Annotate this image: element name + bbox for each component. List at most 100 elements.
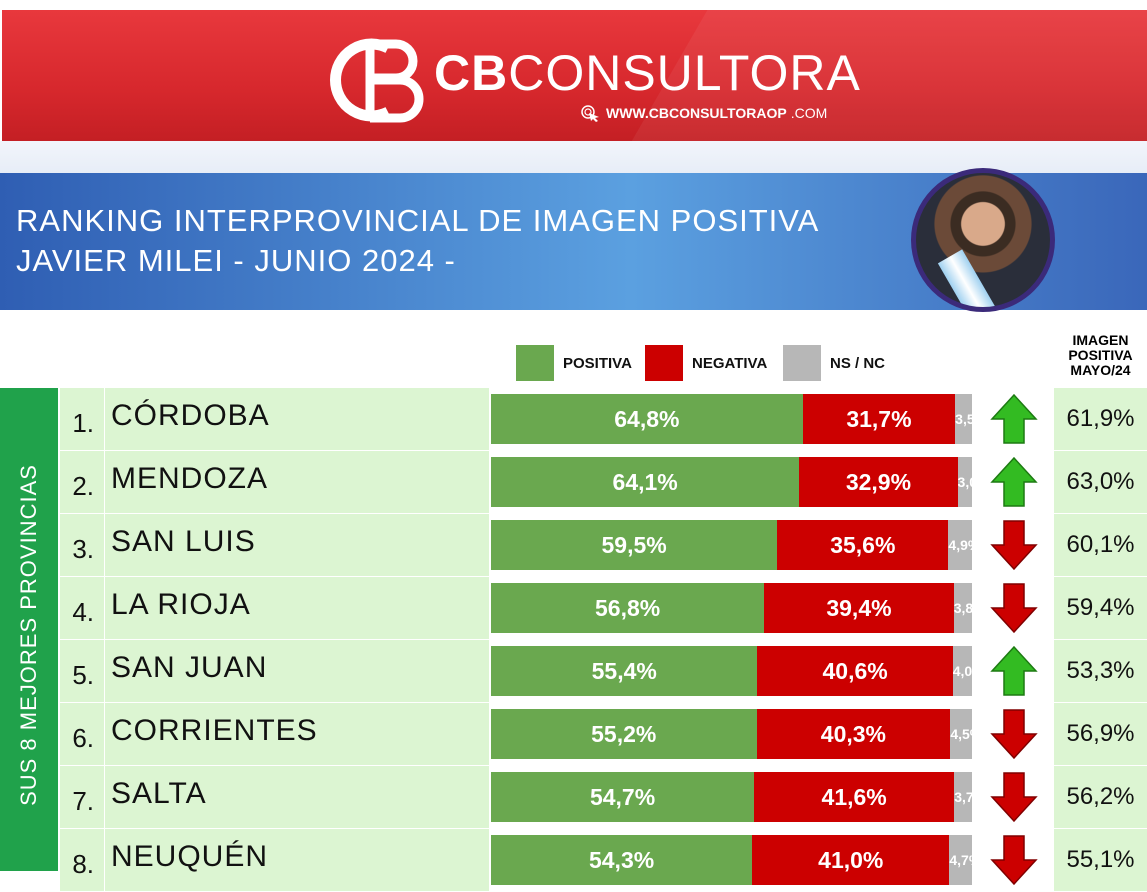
bar-positiva: 56,8% [491, 583, 765, 633]
bar-negativa: 39,4% [764, 583, 954, 633]
bar-negativa-label: 40,3% [820, 720, 887, 747]
rank-number: 8. [60, 829, 105, 891]
header-gap [0, 141, 1147, 173]
legend-swatch-negativa [645, 345, 683, 381]
table-row: 1. CÓRDOBA [60, 388, 489, 451]
previous-column-header: IMAGEN POSITIVA MAYO/24 [1054, 333, 1147, 378]
brand-bold: CB [434, 45, 509, 101]
bar-ns-nc: 4,9% [948, 520, 972, 570]
trend-up-arrow-icon [990, 645, 1038, 696]
bar-ns-nc-label: 4,0% [952, 663, 972, 679]
bar-positiva-label: 59,5% [601, 531, 667, 558]
bar-ns-nc: 3,7% [954, 772, 972, 822]
bar-ns-nc-label: 4,5% [950, 726, 972, 742]
province-name: CÓRDOBA [111, 399, 270, 432]
chart-title-line2: JAVIER MILEI - JUNIO 2024 - [16, 243, 456, 278]
cursor-click-icon [581, 105, 599, 122]
legend-swatch-positiva [516, 345, 554, 381]
website-link[interactable]: WWW.CBCONSULTORAOP .COM [580, 104, 827, 122]
bar-positiva-label: 55,2% [591, 720, 657, 747]
header: CBCONSULTORA WWW.CBCONSULTORAOP .COM [2, 10, 1147, 141]
bar-positiva-label: 56,8% [594, 594, 661, 621]
trend-up-arrow-icon [990, 393, 1038, 444]
stacked-bar: 54,3% 41,0% 4,7% [491, 835, 972, 885]
bar-ns-nc-label: 4,9% [948, 537, 972, 553]
bar-ns-nc: 3,0% [957, 457, 972, 507]
bar-negativa: 41,6% [754, 772, 955, 822]
province-name: SAN LUIS [111, 525, 256, 558]
province-name: CORRIENTES [111, 714, 318, 747]
legend-negativa: NEGATIVA [645, 345, 767, 381]
previous-value: 56,9% [1054, 703, 1147, 766]
previous-value: 63,0% [1054, 451, 1147, 514]
province-name: MENDOZA [111, 462, 268, 495]
bar-negativa-label: 32,9% [845, 468, 912, 495]
bar-positiva-label: 64,8% [614, 405, 680, 432]
bar-ns-nc-label: 3,7% [954, 789, 972, 805]
cb-logo-icon [330, 38, 424, 123]
bar-negativa-label: 41,0% [818, 846, 884, 873]
bar-negativa-label: 41,6% [821, 783, 887, 810]
website-bold: WWW.CBCONSULTORAOP [606, 105, 787, 121]
rank-number: 5. [60, 640, 105, 702]
table-row: 5. SAN JUAN [60, 640, 489, 703]
bar-ns-nc-label: 3,0% [957, 474, 972, 490]
stacked-bar: 64,1% 32,9% 3,0% [491, 457, 972, 507]
bar-ns-nc: 4,0% [952, 646, 972, 696]
bar-positiva: 55,2% [491, 709, 757, 759]
previous-value: 60,1% [1054, 514, 1147, 577]
previous-value: 61,9% [1054, 388, 1147, 451]
side-label: SUS 8 MEJORES PROVINCIAS [16, 464, 41, 806]
bar-positiva: 54,7% [491, 772, 755, 822]
rank-number: 1. [60, 388, 105, 450]
bar-positiva-label: 64,1% [612, 468, 678, 495]
bar-ns-nc: 3,5% [955, 394, 972, 444]
previous-value: 53,3% [1054, 640, 1147, 703]
previous-header-line2: POSITIVA [1068, 347, 1133, 363]
rank-number: 6. [60, 703, 105, 765]
trend-up-arrow-icon [990, 456, 1038, 507]
previous-value: 59,4% [1054, 577, 1147, 640]
bar-positiva: 64,1% [491, 457, 800, 507]
bar-negativa-label: 40,6% [822, 657, 888, 684]
stacked-bar: 59,5% 35,6% 4,9% [491, 520, 972, 570]
bar-negativa-label: 35,6% [830, 531, 896, 558]
bar-positiva: 64,8% [491, 394, 803, 444]
stacked-bar: 55,2% 40,3% 4,5% [491, 709, 972, 759]
province-name: NEUQUÉN [111, 840, 269, 873]
legend-label-negativa: NEGATIVA [692, 354, 768, 372]
bar-positiva: 55,4% [491, 646, 758, 696]
bar-ns-nc: 4,5% [950, 709, 972, 759]
chart-title-line1: RANKING INTERPROVINCIAL DE IMAGEN POSITI… [16, 203, 820, 238]
stacked-bar: 55,4% 40,6% 4,0% [491, 646, 972, 696]
previous-header-line3: MAYO/24 [1070, 362, 1131, 378]
table-row: 6. CORRIENTES [60, 703, 489, 766]
province-name: LA RIOJA [111, 588, 251, 621]
bar-negativa: 41,0% [752, 835, 950, 885]
rank-number: 3. [60, 514, 105, 576]
brand-rest: CONSULTORA [508, 45, 861, 101]
previous-value: 56,2% [1054, 766, 1147, 829]
stacked-bar: 54,7% 41,6% 3,7% [491, 772, 972, 822]
trend-down-arrow-icon [990, 709, 1038, 760]
bar-ns-nc-label: 4,7% [949, 852, 972, 868]
table-row: 7. SALTA [60, 766, 489, 829]
rank-number: 2. [60, 451, 105, 513]
trend-down-arrow-icon [990, 835, 1038, 886]
trend-down-arrow-icon [990, 520, 1038, 571]
bar-ns-nc-label: 3,5% [955, 411, 972, 427]
bar-ns-nc: 3,8% [953, 583, 972, 633]
table-row: 2. MENDOZA [60, 451, 489, 514]
legend-label-ns-nc: NS / NC [830, 354, 886, 372]
bar-negativa: 32,9% [799, 457, 958, 507]
legend-positiva: POSITIVA [516, 345, 632, 381]
stacked-bar: 56,8% 39,4% 3,8% [491, 583, 972, 633]
legend-label-positiva: POSITIVA [563, 354, 632, 372]
bar-negativa: 35,6% [777, 520, 949, 570]
avatar [911, 168, 1055, 312]
brand-name: CBCONSULTORA [434, 44, 861, 102]
trend-down-arrow-icon [990, 583, 1038, 634]
bar-positiva: 54,3% [491, 835, 753, 885]
table-row: 3. SAN LUIS [60, 514, 489, 577]
rank-number: 4. [60, 577, 105, 639]
